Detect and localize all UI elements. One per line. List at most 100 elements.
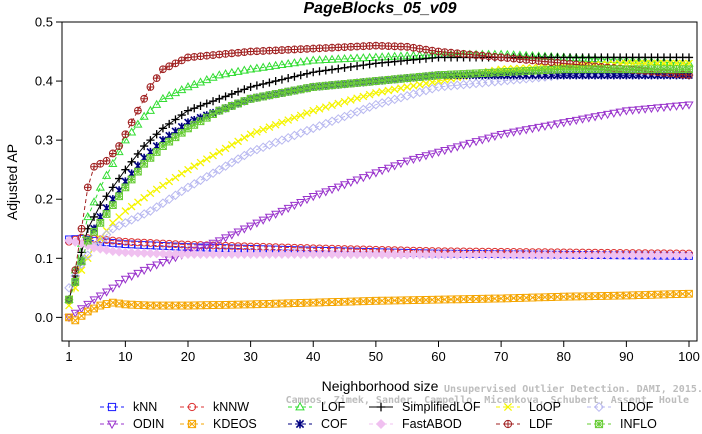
series-line [68,104,690,318]
data-point [264,213,275,222]
data-point [315,104,324,113]
data-point [333,183,343,192]
data-point [602,250,613,261]
data-point [453,49,462,58]
data-point [209,151,217,160]
data-point [77,257,86,266]
data-point [139,111,149,120]
legend-label: SimplifiedLOF [402,400,481,414]
data-point [295,419,305,429]
data-point [439,249,450,260]
data-point [640,250,650,261]
data-point [602,110,613,120]
data-point [634,106,644,115]
data-point [415,73,424,81]
data-point [146,153,155,162]
data-point [359,61,368,70]
data-point [596,112,606,121]
data-point [528,56,537,65]
data-point [340,80,349,88]
data-point [534,123,544,133]
data-point [196,52,205,61]
data-point [108,201,117,210]
data-point [571,116,581,125]
data-point [503,402,513,412]
data-point [334,64,343,73]
data-point [558,250,569,261]
data-point [397,84,405,93]
data-point [615,250,625,261]
legend-item-knnw: kNNW [180,400,249,414]
data-point [209,110,217,119]
data-point [184,53,192,62]
data-point [421,152,431,161]
data-point [214,249,225,259]
data-point [527,125,538,134]
data-point [659,103,669,112]
data-point [139,266,149,276]
data-point [220,249,231,259]
data-point [503,419,513,429]
data-point [127,127,137,136]
data-point [390,85,399,94]
data-point [90,227,98,236]
data-point [296,198,306,208]
data-point [497,53,506,62]
data-point [139,209,149,219]
data-point [352,176,362,185]
data-point [333,54,343,63]
data-point [145,105,156,114]
data-point [177,110,186,120]
data-point [677,250,688,261]
data-point [384,86,393,95]
data-point [220,161,231,171]
data-point [415,154,425,163]
data-point [108,246,118,256]
data-point [590,113,600,122]
series-line [68,74,689,289]
data-point [127,238,136,246]
data-point [258,62,268,71]
data-point [214,237,224,246]
data-point [76,305,87,314]
data-point [371,249,381,260]
data-point [314,55,325,64]
data-point [89,197,99,206]
data-point [164,194,174,205]
data-point [327,65,337,74]
x-tick-label: 50 [369,349,383,364]
data-point [340,63,349,72]
data-point [515,250,525,260]
data-point [115,192,124,201]
data-point [190,104,199,113]
data-point [289,58,300,67]
x-tick-label: 1 [65,349,72,364]
data-point [120,247,131,258]
data-point [159,239,167,248]
data-point [652,250,663,261]
data-point [265,123,274,132]
data-point [183,249,193,259]
data-point [152,148,161,156]
data-point [277,75,287,84]
series-kdeos [65,289,693,325]
data-point [221,92,230,101]
data-point [402,157,412,166]
data-point [371,77,380,85]
data-point [446,250,456,260]
data-point [447,48,455,57]
data-point [83,307,92,316]
data-point [365,60,374,69]
data-point [177,169,186,178]
data-point [621,107,631,116]
data-point [590,53,600,63]
x-tick-label: 80 [557,349,571,364]
data-point [628,106,638,115]
x-tick-label: 40 [306,349,320,364]
data-point [577,250,588,261]
data-point [415,80,424,89]
data-point [271,120,280,129]
data-point [184,124,192,133]
legend-item-inflo: INFLO [587,417,657,431]
data-point [552,250,563,261]
